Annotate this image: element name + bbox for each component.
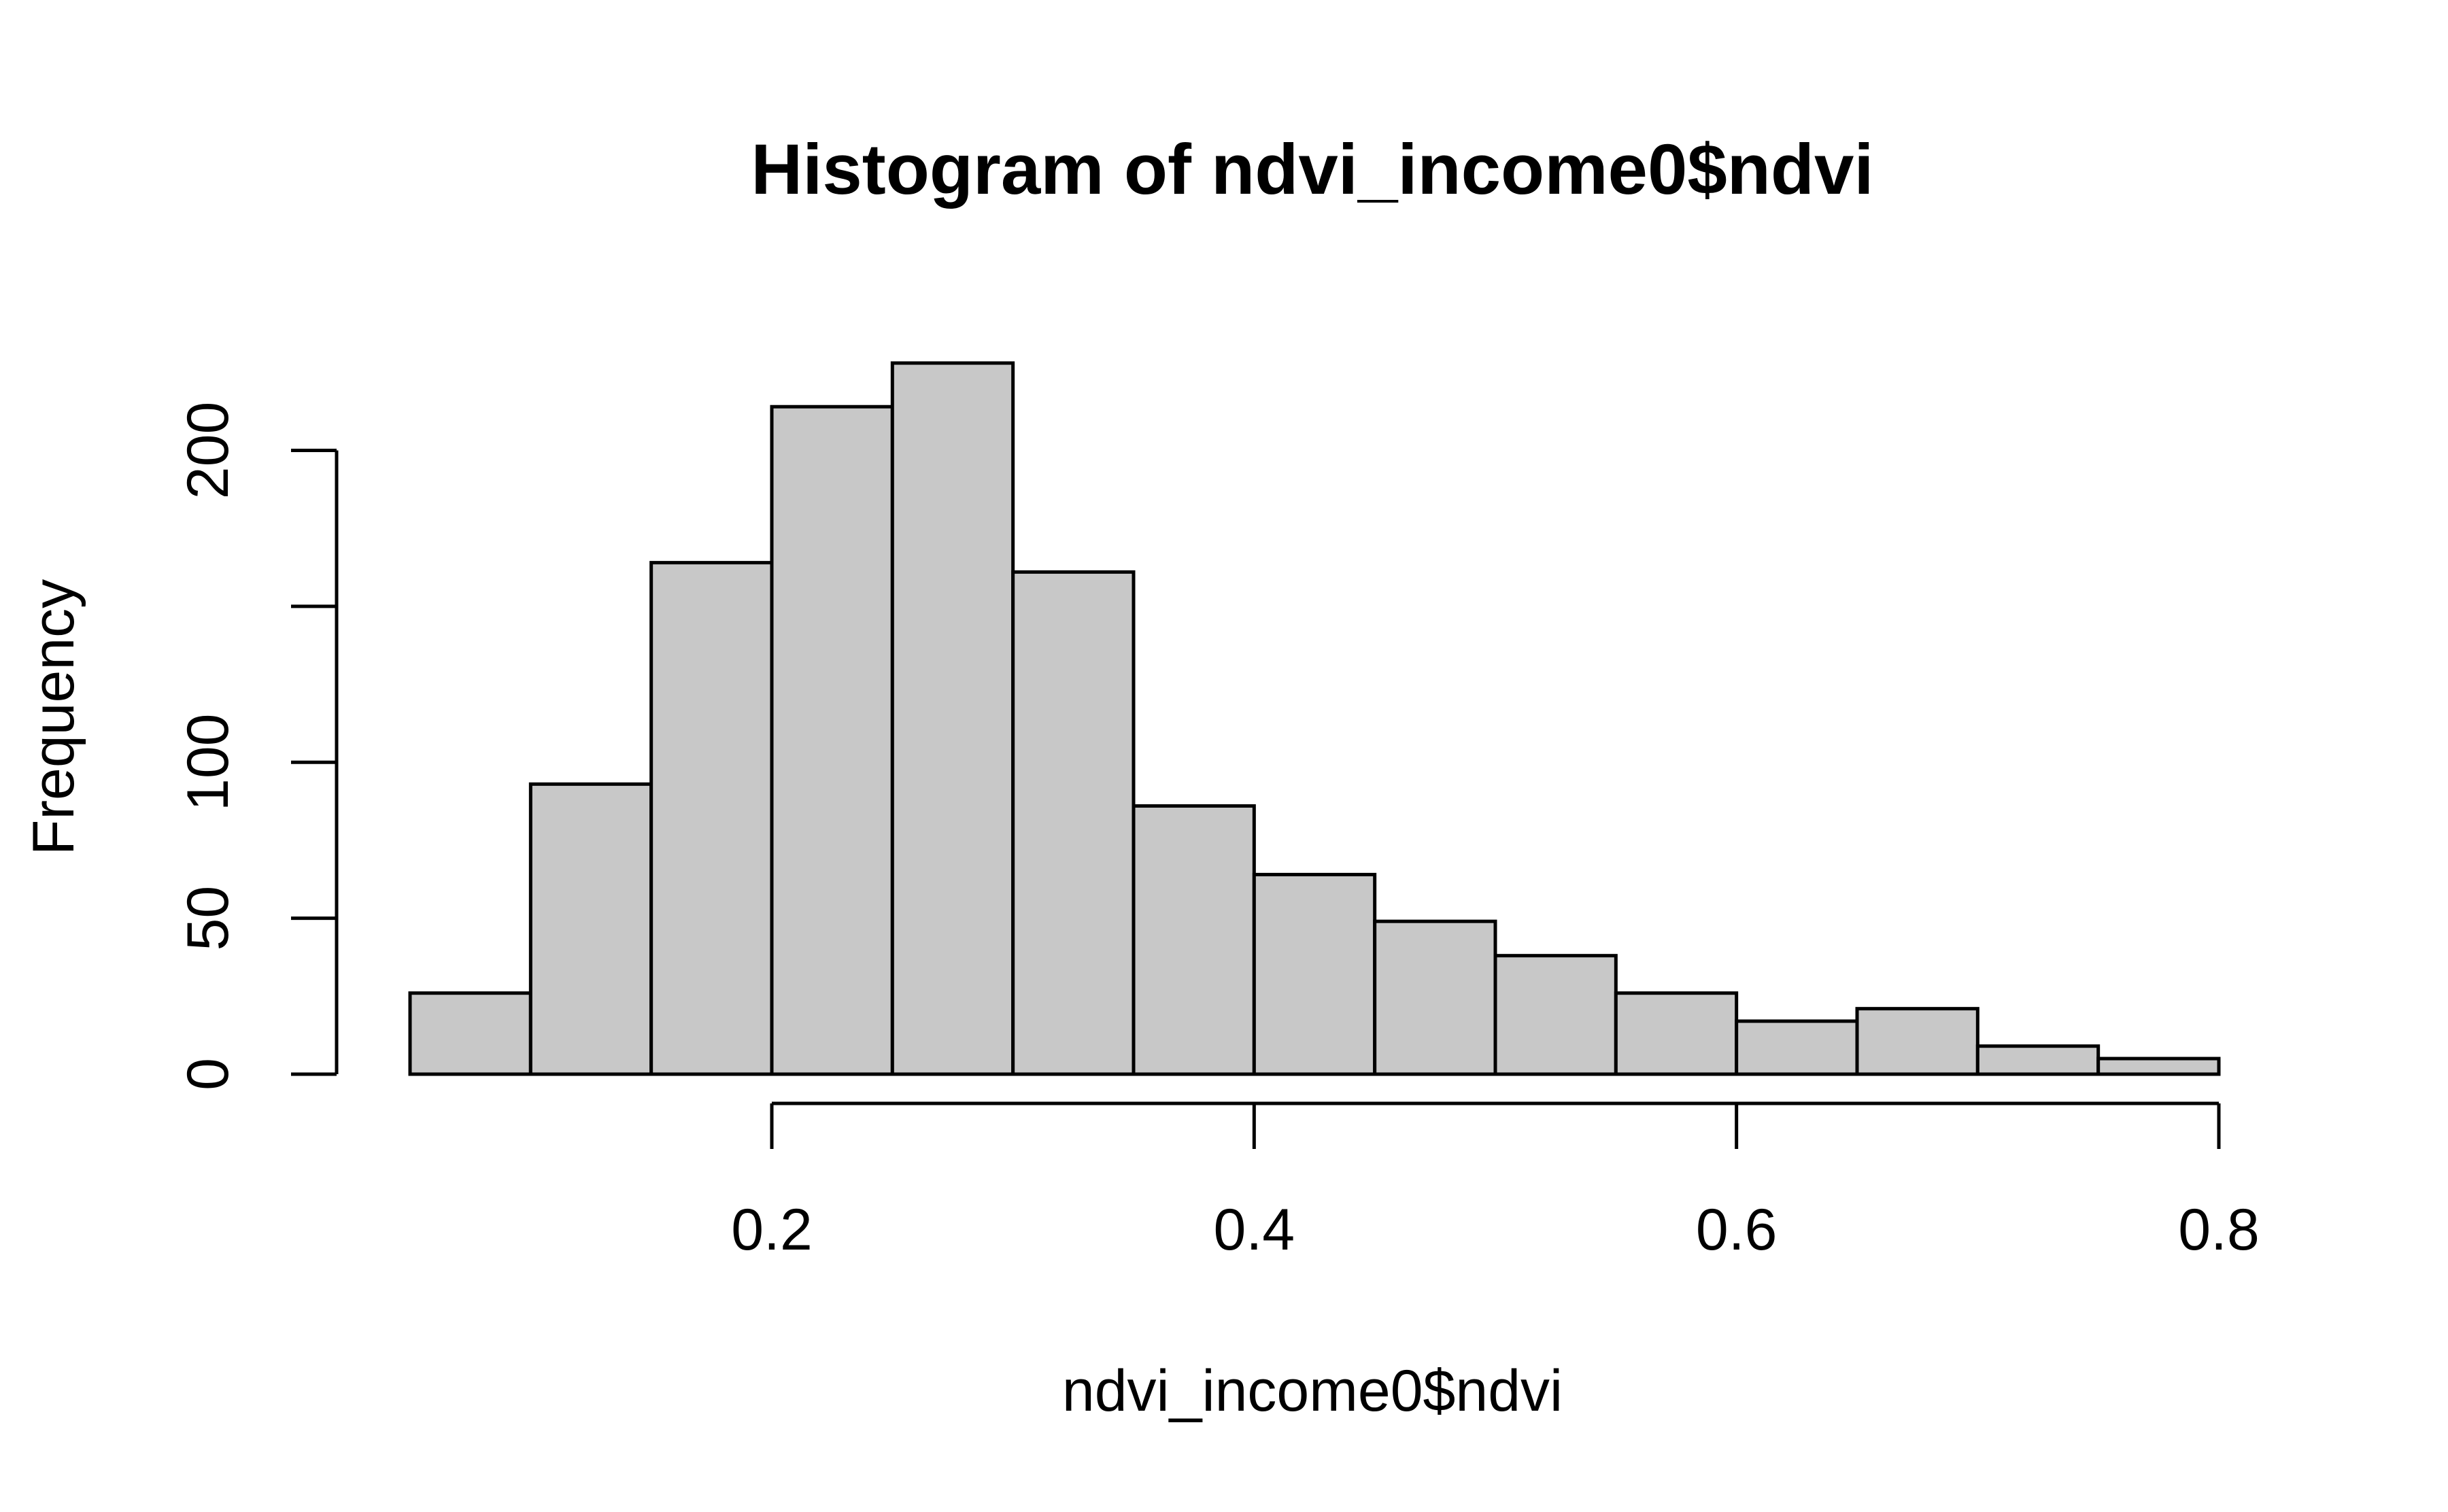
chart-title: Histogram of ndvi_income0$ndvi bbox=[751, 130, 1873, 209]
x-tick-label-0.8: 0.8 bbox=[2178, 1197, 2260, 1262]
histogram-bar-12 bbox=[1735, 1019, 1859, 1076]
histogram-bar-15 bbox=[2096, 1056, 2221, 1076]
x-tick-label-0.2: 0.2 bbox=[731, 1197, 813, 1262]
y-tick-label-0: 0 bbox=[175, 1058, 241, 1090]
y-axis: 0 50 100 200 bbox=[175, 402, 339, 1090]
histogram-bar-4 bbox=[770, 405, 894, 1076]
histogram-bar-9 bbox=[1373, 919, 1497, 1076]
x-tick-label-0.4: 0.4 bbox=[1214, 1197, 1295, 1262]
y-tick-label-100: 100 bbox=[175, 713, 241, 811]
y-tick-label-50: 50 bbox=[175, 886, 241, 951]
y-tick-label-200: 200 bbox=[175, 402, 241, 500]
x-axis: 0.2 0.4 0.6 0.8 bbox=[731, 1101, 2260, 1262]
histogram-bar-13 bbox=[1855, 1007, 1979, 1076]
x-axis-label: ndvi_income0$ndvi bbox=[1062, 1358, 1563, 1424]
histogram-bar-8 bbox=[1252, 872, 1377, 1076]
histogram-bar-6 bbox=[1011, 570, 1136, 1076]
histogram-bar-14 bbox=[1975, 1044, 2101, 1076]
histogram-bar-10 bbox=[1493, 954, 1618, 1076]
histogram-bar-1 bbox=[408, 991, 532, 1076]
histogram-bar-7 bbox=[1132, 804, 1256, 1076]
histogram-bar-11 bbox=[1614, 991, 1739, 1076]
histogram-bar-2 bbox=[528, 782, 653, 1076]
histogram-bar-3 bbox=[649, 561, 774, 1076]
x-tick-label-0.6: 0.6 bbox=[1696, 1197, 1778, 1262]
histogram-bar-5 bbox=[890, 361, 1015, 1076]
y-axis-label: Frequency bbox=[21, 579, 86, 855]
bars-group bbox=[408, 361, 2221, 1076]
